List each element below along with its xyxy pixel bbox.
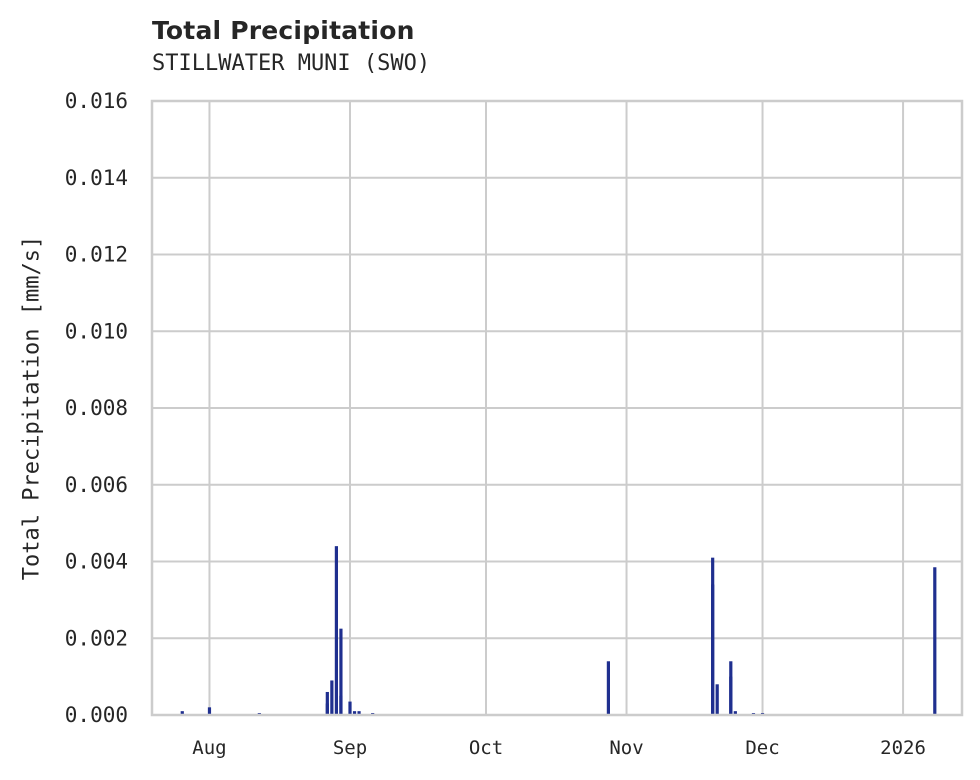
x-tick-label: Aug	[192, 737, 226, 759]
precipitation-bar	[729, 676, 733, 715]
precipitation-bar	[330, 680, 334, 715]
y-tick-label: 0.006	[65, 473, 128, 497]
chart-subtitle: STILLWATER MUNI (SWO)	[152, 51, 431, 76]
y-axis-ticks: 0.000 0.002 0.004 0.006 0.008 0.010 0.012 0.014…	[65, 89, 128, 727]
precipitation-bar	[606, 661, 610, 715]
y-tick-label: 0.010	[65, 319, 128, 343]
x-tick-label: Oct	[469, 737, 503, 759]
y-tick-label: 0.016	[65, 89, 128, 113]
x-tick-label: Nov	[609, 737, 643, 759]
precipitation-bar	[348, 701, 352, 715]
x-axis-ticks: Aug Sep Oct Nov Dec 2026	[192, 737, 926, 759]
plot-frame	[150, 99, 964, 717]
y-tick-label: 0.002	[65, 626, 128, 650]
x-tick-label: Dec	[745, 737, 779, 759]
precipitation-bars	[180, 546, 937, 715]
precipitation-bar	[733, 711, 737, 715]
precipitation-bar	[715, 684, 719, 715]
precipitation-bar	[933, 567, 937, 715]
x-tick-label: Sep	[333, 737, 367, 759]
precipitation-bar	[339, 628, 343, 715]
precipitation-bar	[339, 695, 343, 715]
y-tick-label: 0.014	[65, 166, 128, 190]
precipitation-bar	[180, 711, 184, 715]
y-tick-label: 0.000	[65, 703, 128, 727]
precipitation-bar	[711, 584, 715, 715]
precipitation-bar	[207, 707, 212, 715]
y-tick-label: 0.008	[65, 396, 128, 420]
y-tick-label: 0.012	[65, 243, 128, 267]
precipitation-bar	[352, 711, 357, 715]
chart-title: Total Precipitation	[152, 16, 415, 45]
precipitation-bar	[334, 546, 338, 715]
x-tick-label: 2026	[880, 737, 926, 759]
precipitation-bar	[357, 711, 361, 715]
precipitation-bar	[325, 691, 329, 715]
gridlines	[152, 100, 962, 716]
y-tick-label: 0.004	[65, 550, 128, 574]
